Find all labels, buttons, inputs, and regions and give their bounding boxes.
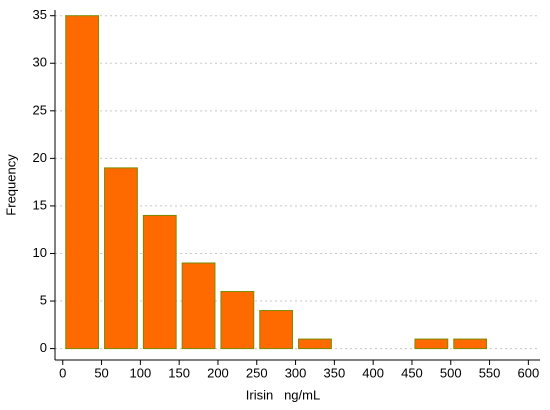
y-tick-label: 25 <box>33 102 47 117</box>
y-tick-label: 30 <box>33 55 47 70</box>
bar <box>220 291 255 350</box>
bar <box>104 167 138 350</box>
x-tick-label: 100 <box>130 365 152 380</box>
x-tick-label: 50 <box>94 365 108 380</box>
y-tick-label: 15 <box>33 197 47 212</box>
y-tick-label: 0 <box>40 340 47 355</box>
bar <box>259 310 294 350</box>
x-tick-label: 150 <box>168 365 190 380</box>
bar <box>181 262 216 350</box>
bar <box>142 214 177 350</box>
y-axis-label: Frequency <box>3 154 18 216</box>
y-tick-label: 5 <box>40 292 47 307</box>
y-tick-label: 10 <box>33 245 47 260</box>
bar <box>65 15 100 350</box>
y-tick-label: 35 <box>33 7 47 22</box>
y-tick-label: 20 <box>33 150 47 165</box>
x-tick-label: 250 <box>246 365 268 380</box>
x-tick-label: 500 <box>440 365 462 380</box>
x-tick-label: 550 <box>479 365 501 380</box>
x-tick-label: 350 <box>324 365 346 380</box>
bar <box>298 338 332 350</box>
bar <box>453 338 488 350</box>
x-tick-label: 300 <box>285 365 307 380</box>
x-tick-label: 450 <box>401 365 423 380</box>
x-tick-label: 600 <box>518 365 540 380</box>
x-tick-label: 400 <box>362 365 384 380</box>
x-axis-label: Irisin ng/mL <box>246 387 320 402</box>
bar <box>414 338 449 350</box>
x-tick-label: 200 <box>207 365 229 380</box>
x-tick-label: 0 <box>59 365 66 380</box>
